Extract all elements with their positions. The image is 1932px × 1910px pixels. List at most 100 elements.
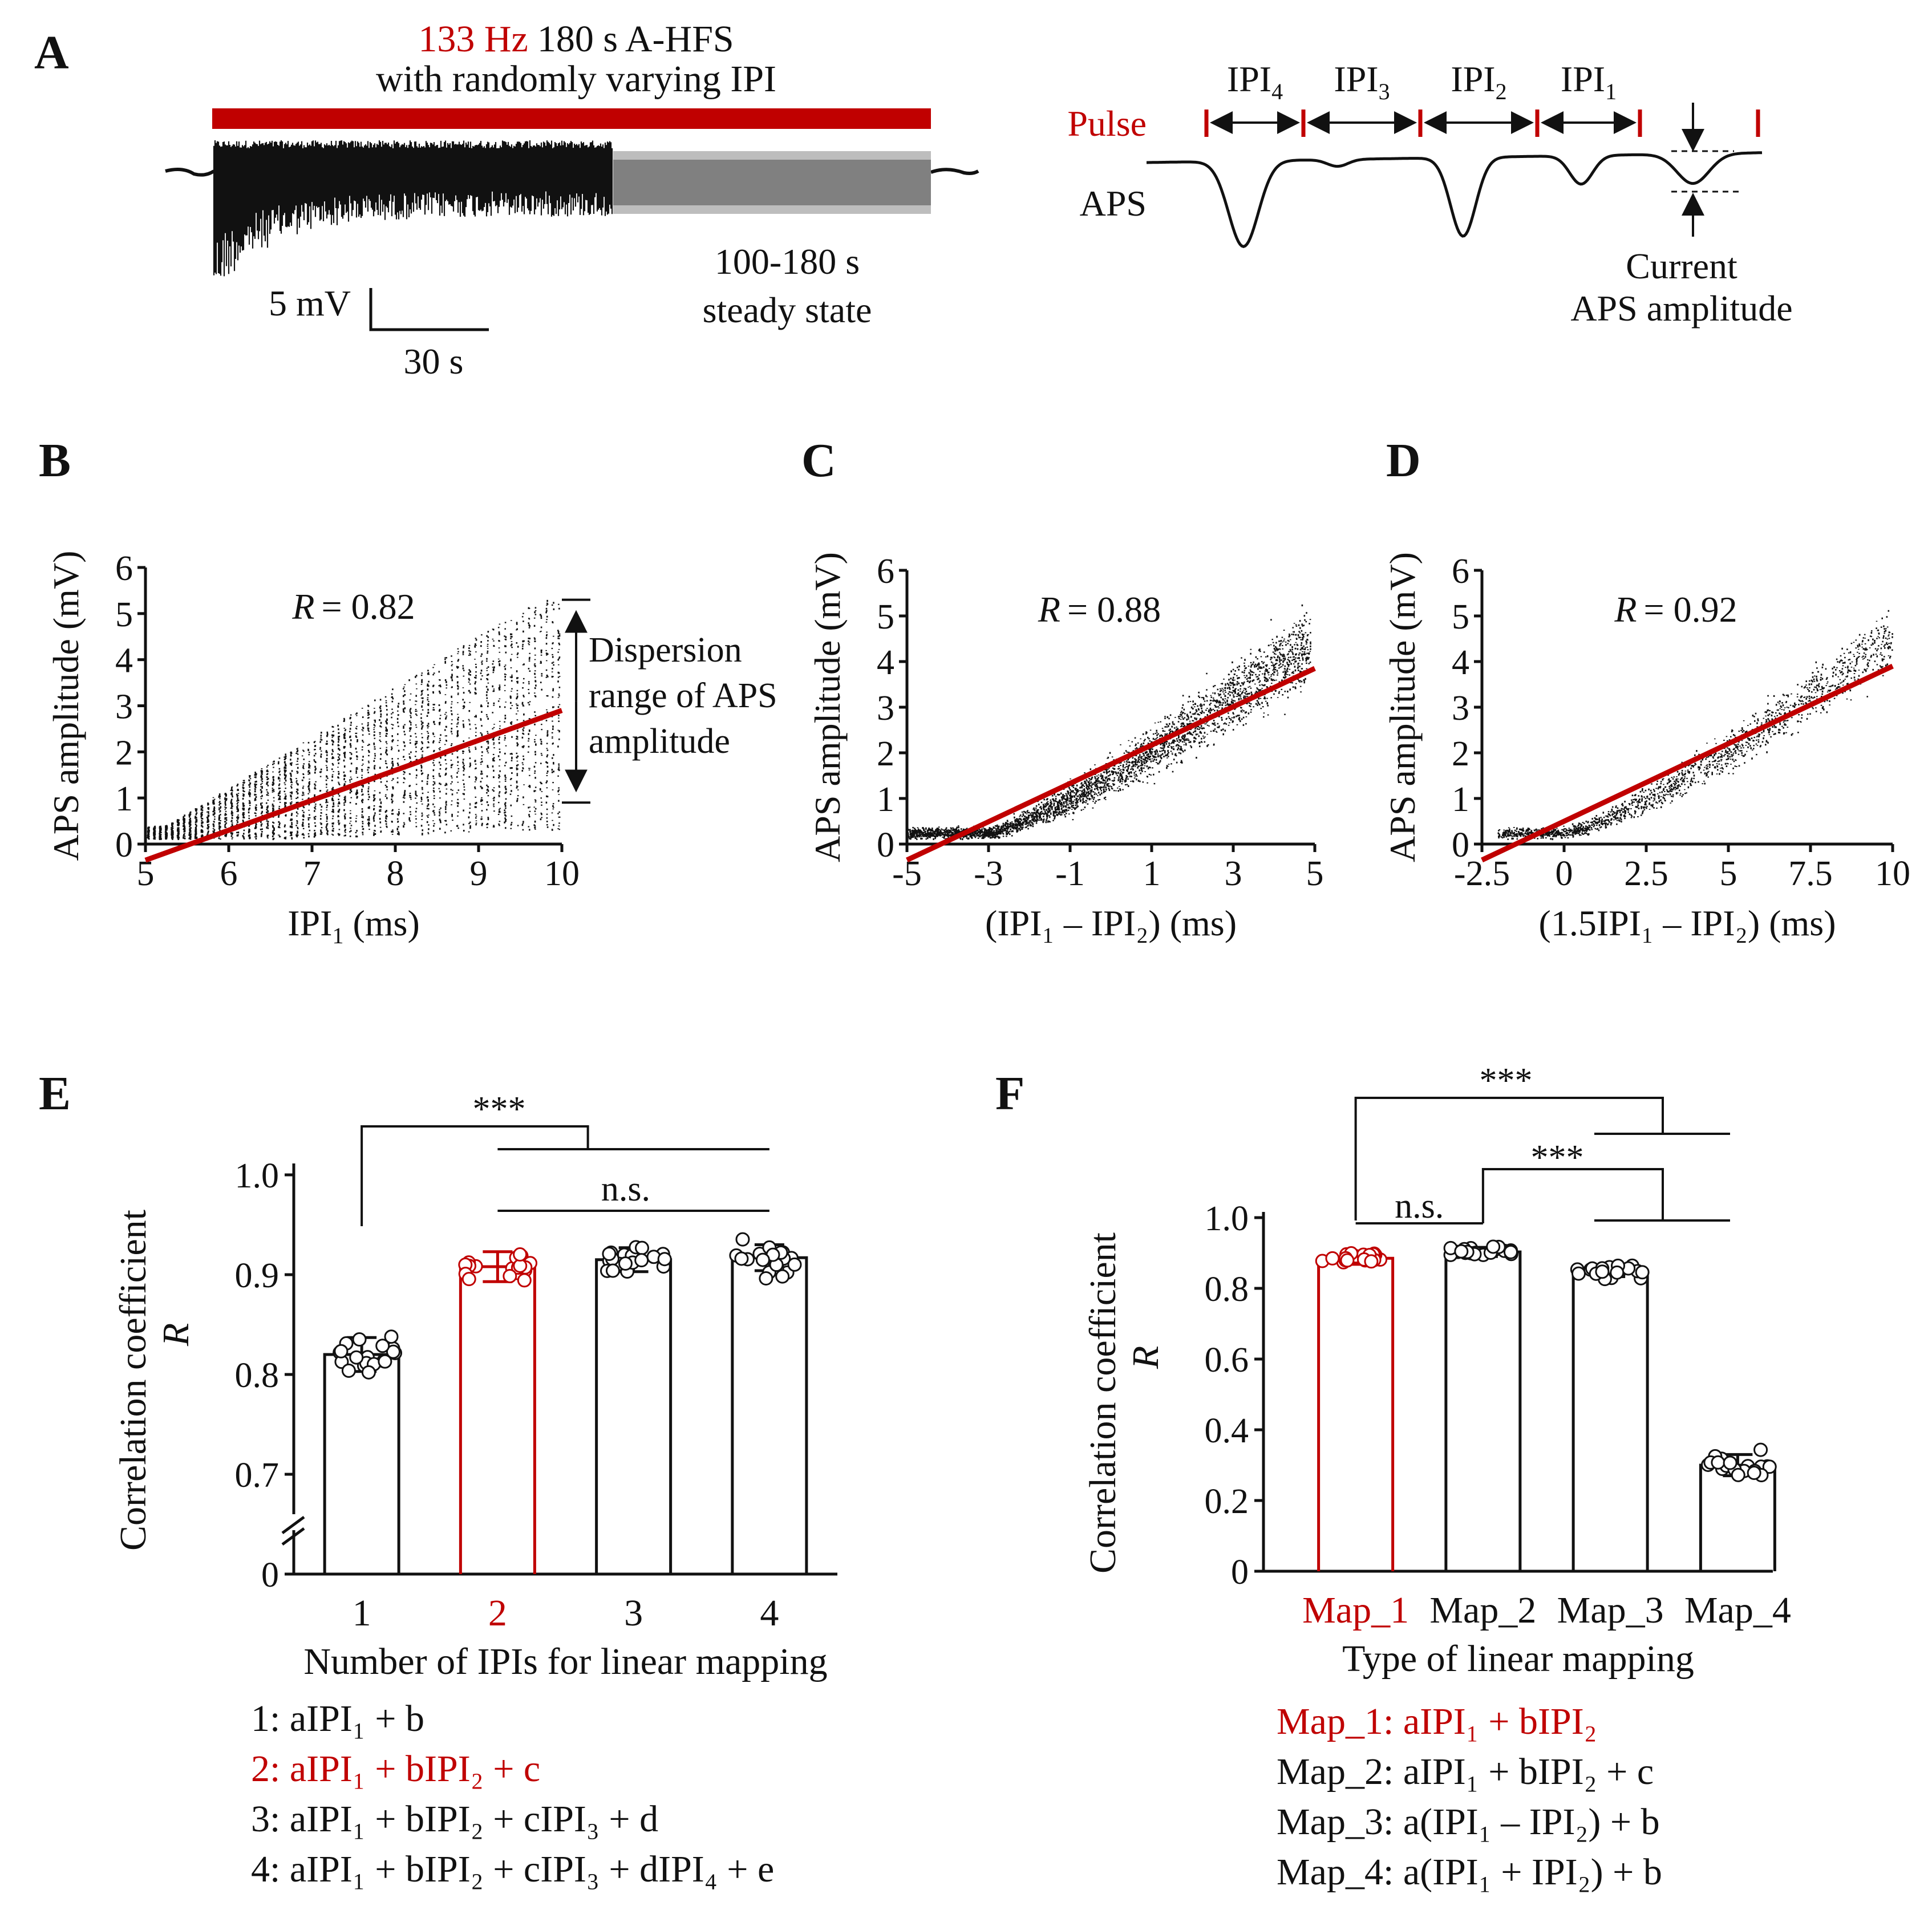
ipi-labels: IPI4 IPI3 IPI2 IPI1 [1210,59,1637,134]
x-tick-label: 3 [624,1592,643,1634]
correlation-label: R = 0.88 [1038,589,1161,630]
data-point [1635,1265,1650,1280]
x-axis-label: (IPI₁ – IPI₂) (ms) [985,903,1237,943]
panel-e: E Correlation coefficient R Number of IPIs… [39,1067,837,1890]
x-tick-label: Map_2 [1429,1589,1536,1631]
scatter-points [1497,610,1893,841]
x-tick-label: 4 [760,1592,779,1634]
y-axis-label: Correlation coefficient [1082,1232,1124,1574]
scatter-points [147,599,561,841]
scatter-points [906,604,1311,841]
dispersion-label: range of APS [589,676,777,715]
data-point [378,1354,392,1369]
sig-label: *** [1480,1061,1533,1100]
data-point [384,1329,399,1344]
bar [1317,1256,1395,1571]
y-tick-label: 1.0 [1205,1199,1249,1238]
pulse-ticks [1204,110,1760,137]
data-point [386,1344,400,1359]
mapping-formula: Map_1: aIPI₁ + bIPI₂ [1277,1701,1597,1742]
y-tick-label: 1 [1452,780,1469,819]
panel-c-label: C [801,434,836,487]
x-tick-label: Map_1 [1302,1589,1409,1631]
data-point [1762,1459,1777,1474]
dispersion-label: amplitude [589,722,730,761]
data-point [1571,1266,1586,1281]
data-point [1747,1466,1761,1481]
data-point [605,1263,620,1278]
y-tick-label: 0.8 [235,1356,280,1395]
scale-time: 30 s [404,341,464,382]
y-tick-label: 5 [877,598,894,636]
data-point [657,1252,672,1267]
data-point [1610,1265,1625,1280]
trace-transient [213,140,613,277]
data-point [634,1240,649,1255]
panel-a-title-line1: 133 Hz 180 s A-HFS [418,18,734,60]
x-tick-label: 5 [1720,854,1737,893]
x-tick-label: 5 [1306,854,1324,893]
data-point [735,1232,750,1247]
data-point [1723,1455,1737,1470]
y-tick-label: 1 [877,780,894,819]
data-point [352,1332,367,1347]
data-point [1364,1254,1379,1269]
panel-c: C 0 1 2 3 4 5 6 -5 -3 -1 1 3 5 APS amplitude (mV) (IPI… [801,434,1324,943]
panel-b-label: B [39,434,71,487]
y-tick-label: 0 [261,1556,279,1595]
x-axis-label: IPI1 (ms) [287,903,420,948]
sig-label: *** [473,1090,526,1129]
mapping-formula: 3: aIPI₁ + bIPI₂ + cIPI₃ + d [251,1798,658,1840]
y-tick-label: 3 [877,689,894,728]
data-point [1753,1442,1768,1457]
lfp-trace [165,140,979,277]
y-tick-label: 6 [877,552,894,591]
data-point [602,1247,617,1262]
y-tick-label: 2 [1452,735,1469,773]
x-tick-label: -1 [1055,854,1085,893]
axis-break [281,1515,305,1535]
sig-bracket [361,1125,589,1226]
y-tick-label: 0.6 [1205,1341,1249,1380]
y-tick-label: 4 [1452,643,1469,682]
current-aps-line1: Current [1626,246,1737,286]
baseline-lead [165,167,215,177]
bar [459,1265,536,1574]
dispersion-label: Dispersion [589,631,742,670]
bar [595,1258,673,1574]
scale-bar [369,288,489,331]
x-tick-label: 7 [303,854,321,893]
data-point [375,1339,390,1353]
x-axis-label: Type of linear mapping [1342,1638,1694,1680]
mapping-formula: 4: aIPI₁ + bIPI₂ + cIPI₃ + dIPI₄ + e [251,1848,774,1890]
data-point [759,1271,773,1286]
data-point [755,1252,770,1267]
bar [1571,1269,1649,1571]
bar [323,1353,400,1574]
y-tick-label: 1.0 [235,1157,280,1195]
panel-f: F Correlation coefficient R Type of linear… [995,1061,1791,1893]
x-tick-label: Map_3 [1557,1589,1664,1631]
data-point [775,1269,790,1284]
data-point [787,1257,802,1272]
data-point [618,1256,633,1271]
aps-trace [1147,151,1763,248]
data-point [1486,1239,1501,1254]
bar [731,1256,808,1574]
data-point [634,1253,649,1268]
x-tick-label: -5 [892,854,922,893]
x-tick-label: 0 [1556,854,1573,893]
data-point [503,1268,517,1283]
y-tick-label: 1 [115,780,133,818]
y-tick-label: 0 [115,826,133,865]
pulse-label: Pulse [1067,103,1147,144]
data-point [1340,1253,1355,1268]
steady-band-dark [613,160,931,205]
y-tick-label: 0.7 [235,1456,280,1495]
panel-f-label: F [995,1067,1024,1120]
data-point [513,1247,528,1262]
x-axis-label: (1.5IPI₁ – IPI₂) (ms) [1539,903,1836,943]
y-tick-label: 3 [115,688,133,727]
x-tick-label: 1 [1143,854,1161,893]
